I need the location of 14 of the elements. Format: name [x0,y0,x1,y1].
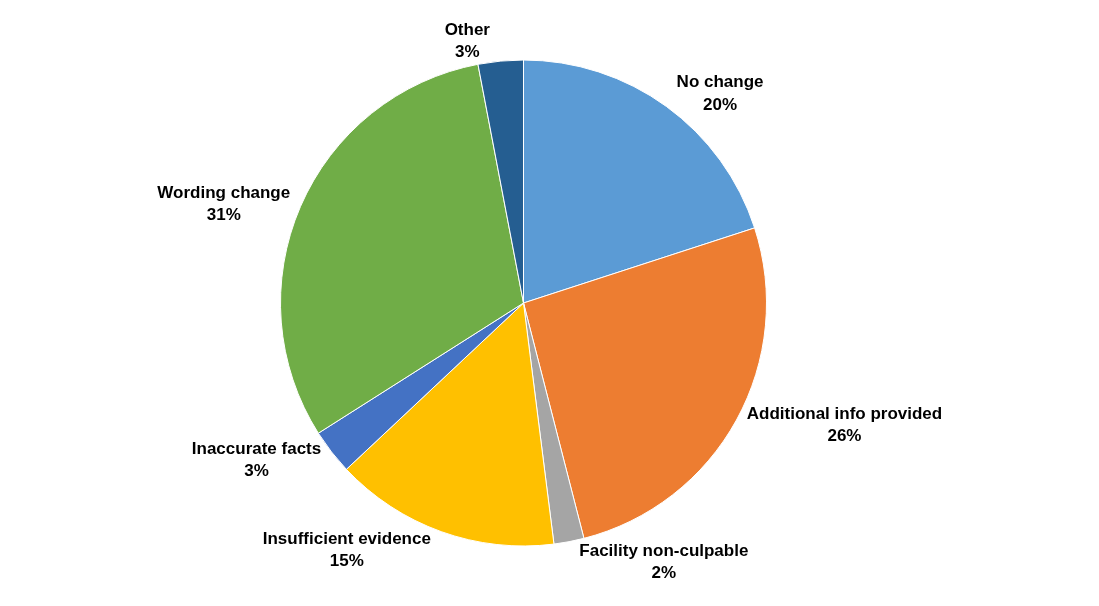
slice-label: Additional info provided [746,404,943,424]
slice-label: Other [444,20,491,40]
slice-label: Facility non-culpable [579,540,749,560]
data-label: 3% [244,461,269,481]
data-label: 3% [455,42,480,62]
data-label: 15% [329,551,364,571]
data-label: 2% [651,563,677,583]
slice-label: Wording change [157,182,291,202]
slice-label: Inaccurate facts [191,439,322,459]
data-label: 31% [206,204,241,224]
data-label: 26% [827,426,862,446]
slice-label: No change [676,72,764,92]
slice-label: Insufficient evidence [262,529,431,549]
data-label: 20% [703,94,738,114]
